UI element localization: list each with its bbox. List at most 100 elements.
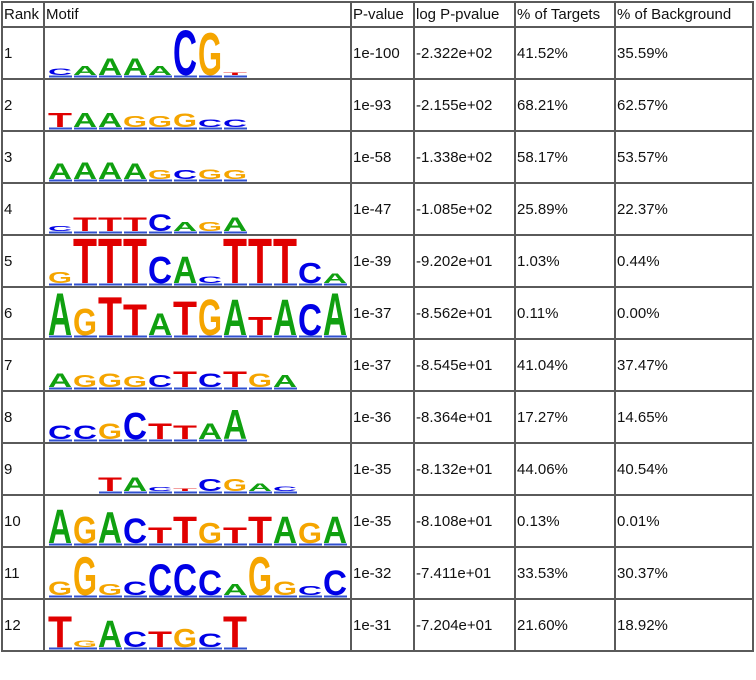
logo-minor-stack (49, 335, 72, 338)
logo-letter-C: C (123, 513, 147, 546)
logo-minor-stack (99, 543, 122, 546)
header-percent-targets[interactable]: % of Targets (514, 1, 616, 28)
logo-minor-stack (299, 335, 322, 338)
logo-letter-C: C (48, 67, 72, 78)
logo-letter-C: C (173, 168, 197, 182)
logo-letter-T: T (223, 524, 248, 546)
logo-minor-stack (74, 595, 97, 598)
logo-minor-stack (224, 647, 247, 650)
logo-letter-A: A (223, 403, 247, 442)
header-rank[interactable]: Rank (1, 1, 45, 28)
table-row: 10 A G A C T T G T T A G A 1e-35 -8.108e+01 0.13% 0.01% (1, 494, 754, 548)
logo-minor-stack (299, 283, 322, 286)
logo-letter-C: C (198, 630, 222, 650)
logo-letter-A: A (73, 64, 97, 78)
logo-letter-C: C (223, 117, 247, 130)
header-log-pvalue[interactable]: log P-pvalue (413, 1, 516, 28)
logo-minor-stack (149, 387, 172, 390)
header-pvalue[interactable]: P-value (350, 1, 415, 28)
rank-cell: 2 (1, 78, 45, 132)
logo-minor-stack (124, 439, 147, 442)
pvalue-cell: 1e-58 (350, 130, 415, 184)
logo-minor-stack (149, 75, 172, 78)
logo-minor-stack (174, 75, 197, 78)
logo-minor-stack (49, 543, 72, 546)
logo-minor-stack (74, 75, 97, 78)
logo-minor-stack (99, 179, 122, 182)
logo-minor-stack (99, 75, 122, 78)
header-percent-background[interactable]: % of Background (614, 1, 754, 28)
rank-cell: 3 (1, 130, 45, 184)
percent-background-cell: 0.44% (614, 234, 754, 288)
table-row: 11 G G G C C C C A G G C C 1e-32 -7.411e+01 33.53% 30.37… (1, 546, 754, 600)
logo-letter-T: T (48, 608, 72, 650)
logo-minor-stack (199, 647, 222, 650)
logo-minor-stack (124, 595, 147, 598)
logo-letter-T: T (73, 238, 97, 286)
logo-minor-stack (274, 335, 297, 338)
rank-cell: 5 (1, 234, 45, 288)
logo-minor-stack (174, 647, 197, 650)
logo-letter-C: C (273, 486, 297, 493)
logo-letter-C: C (148, 248, 172, 286)
logo-minor-stack (224, 335, 247, 338)
rank-cell: 7 (1, 338, 45, 392)
logo-minor-stack (174, 543, 197, 546)
logo-minor-stack (174, 231, 197, 234)
log-pvalue-cell: -7.204e+01 (413, 598, 516, 652)
logo-letter-A: A (148, 64, 172, 78)
logo-letter-A: A (223, 214, 247, 234)
logo-minor-stack (324, 595, 347, 598)
pvalue-cell: 1e-36 (350, 390, 415, 444)
logo-letter-T: T (248, 508, 272, 546)
logo-letter-G: G (198, 30, 222, 78)
logo-letter-G: G (223, 475, 247, 494)
percent-targets-cell: 25.89% (514, 182, 616, 236)
logo-minor-stack (149, 543, 172, 546)
logo-letter-C: C (298, 296, 322, 338)
logo-minor-stack (49, 283, 72, 286)
logo-letter-A: A (223, 581, 247, 598)
log-pvalue-cell: -1.085e+02 (413, 182, 516, 236)
logo-letter-A: A (98, 109, 122, 130)
percent-targets-cell: 1.03% (514, 234, 616, 288)
logo-letter-A: A (148, 306, 172, 338)
logo-minor-stack (274, 491, 297, 494)
logo-letter-G: G (248, 550, 272, 598)
logo-letter-A: A (98, 54, 122, 78)
logo-letter-C: C (173, 556, 197, 598)
logo-letter-G: G (148, 168, 172, 182)
pvalue-cell: 1e-32 (350, 546, 415, 600)
logo-minor-stack (299, 543, 322, 546)
log-pvalue-cell: -2.155e+02 (413, 78, 516, 132)
logo-letter-T: T (173, 291, 197, 338)
header-motif[interactable]: Motif (43, 1, 352, 28)
logo-letter-G: G (73, 639, 97, 650)
logo-minor-stack (224, 75, 247, 78)
logo-letter-A: A (48, 499, 72, 546)
